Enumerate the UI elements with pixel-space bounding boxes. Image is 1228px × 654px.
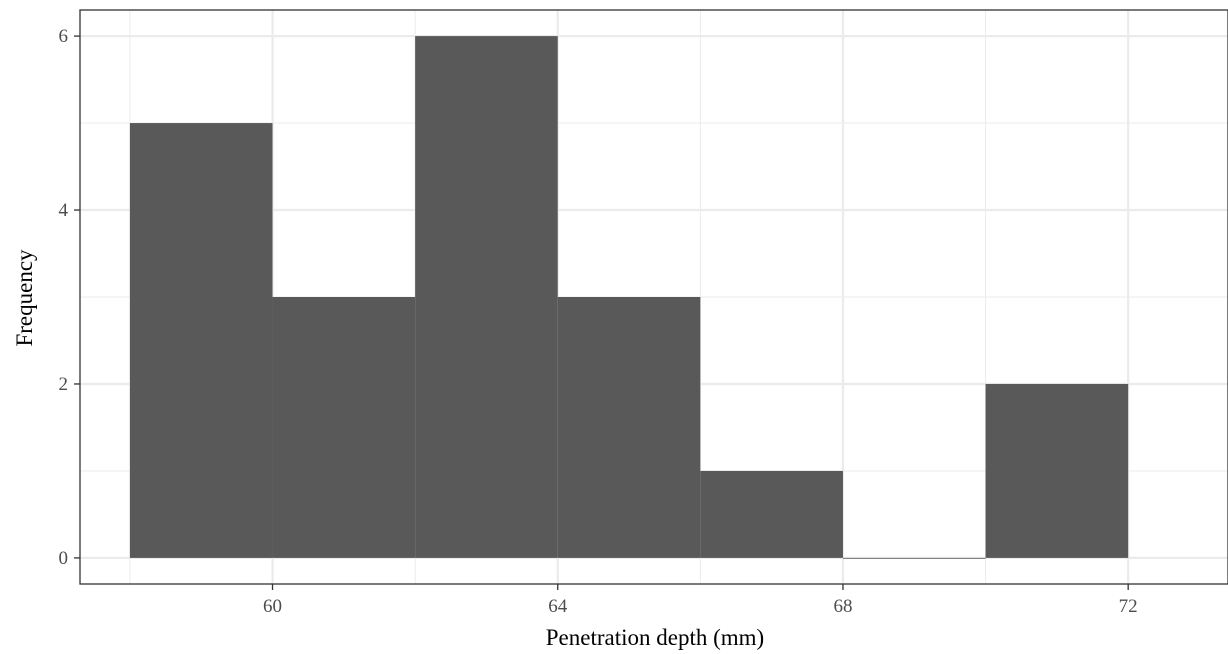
y-tick-label: 0 xyxy=(59,548,69,569)
x-tick-label: 64 xyxy=(548,596,568,617)
histogram-bar xyxy=(415,36,558,558)
histogram-bar xyxy=(272,297,416,558)
histogram-bar xyxy=(129,123,273,558)
x-tick-label: 72 xyxy=(1119,596,1138,617)
x-tick-label: 60 xyxy=(263,596,282,617)
y-axis-title: Frequency xyxy=(12,249,37,347)
axes: 0 2 4 6 60 64 68 72 xyxy=(59,26,1138,617)
histogram-bar xyxy=(700,470,843,558)
panel-border xyxy=(79,9,1228,585)
x-axis-title: Penetration depth (mm) xyxy=(546,625,764,650)
histogram-bars xyxy=(129,36,1129,559)
y-tick-label: 2 xyxy=(59,374,69,395)
histogram-bar xyxy=(985,383,1129,558)
x-tick-label: 68 xyxy=(833,596,852,617)
histogram-bar xyxy=(557,297,701,558)
y-tick-label: 6 xyxy=(59,26,69,47)
histogram-bar xyxy=(842,557,986,559)
y-tick-label: 4 xyxy=(59,200,69,221)
